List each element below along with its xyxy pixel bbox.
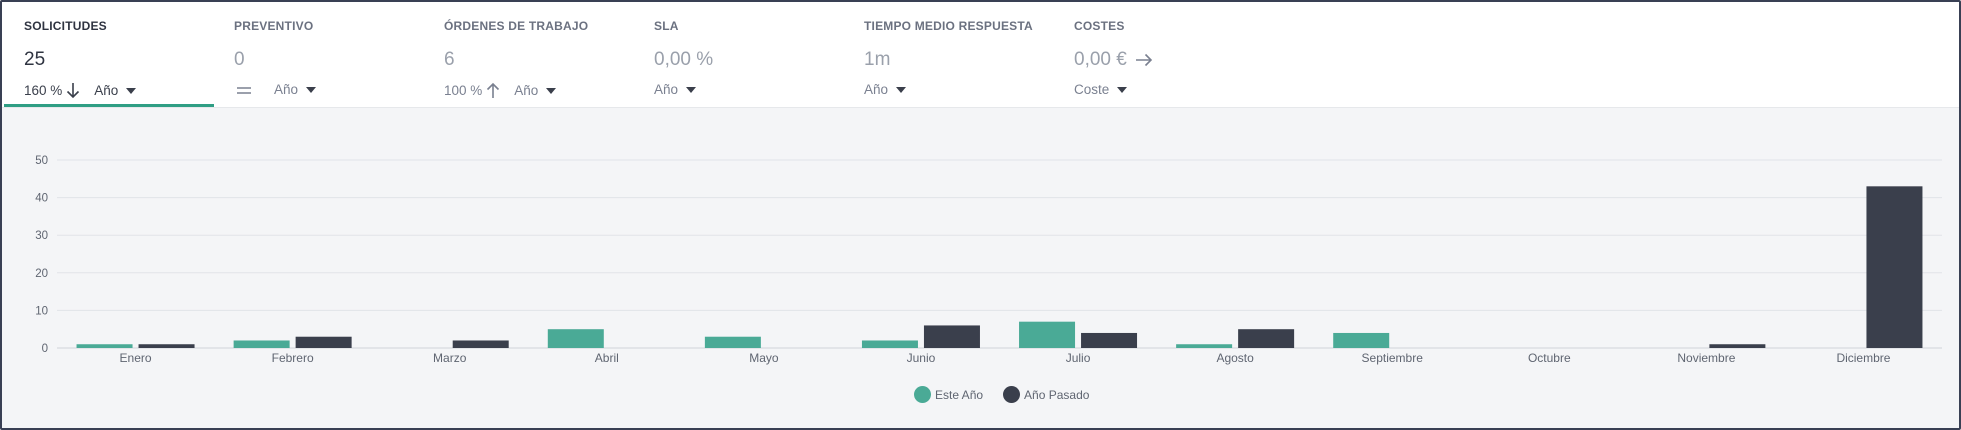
- x-tick-label: Febrero: [272, 351, 314, 365]
- bar-this-year: [1333, 332, 1390, 348]
- kpi-title: SLA: [654, 19, 679, 33]
- arrow-up-icon: [487, 82, 500, 98]
- chart-area: 0 10 20 30 40 50 Enero Febrero Marzo Abril Mayo Jun…: [2, 108, 1959, 428]
- period-dropdown[interactable]: Año: [864, 82, 907, 97]
- active-tab-indicator: [4, 104, 214, 107]
- kpi-tiempo-medio-respuesta[interactable]: TIEMPO MEDIO RESPUESTA 1m Año: [842, 2, 1052, 107]
- y-tick-label: 10: [35, 305, 48, 317]
- x-tick-label: Noviembre: [1677, 351, 1735, 365]
- x-tick-label: Agosto: [1216, 351, 1254, 365]
- x-tick-label: Septiembre: [1362, 351, 1424, 365]
- kpi-sla[interactable]: SLA 0,00 % Año: [632, 2, 842, 107]
- kpi-title: COSTES: [1074, 19, 1125, 33]
- y-tick-label: 0: [42, 343, 48, 355]
- kpi-value: 25: [24, 49, 46, 70]
- cost-label: Coste: [1074, 82, 1110, 97]
- kpi-solicitudes[interactable]: SOLICITUDES 25 160 % Año: [2, 2, 214, 107]
- x-tick-label: Marzo: [433, 351, 467, 365]
- legend-label: Este Año: [935, 387, 984, 402]
- y-tick-label: 20: [35, 268, 48, 280]
- x-tick-label: Diciembre: [1836, 351, 1890, 365]
- y-tick-label: 30: [35, 230, 48, 242]
- y-tick-label: 40: [35, 193, 48, 205]
- caret-down-icon: [896, 86, 907, 93]
- legend-item-last-year[interactable]: Año Pasado: [1003, 386, 1089, 403]
- x-tick-label: Mayo: [749, 351, 779, 365]
- kpi-title: TIEMPO MEDIO RESPUESTA: [864, 19, 1033, 33]
- arrow-right-icon[interactable]: [1135, 53, 1153, 67]
- caret-down-icon: [126, 87, 137, 94]
- bar-last-year: [1709, 344, 1766, 348]
- period-label: Año: [864, 82, 889, 97]
- period-dropdown[interactable]: Año: [654, 82, 697, 97]
- x-tick-label: Octubre: [1528, 351, 1571, 365]
- period-label: Año: [274, 82, 299, 97]
- caret-down-icon: [686, 86, 697, 93]
- kpi-costes[interactable]: COSTES 0,00 € Coste: [1052, 2, 1262, 107]
- cost-dropdown[interactable]: Coste: [1074, 82, 1128, 97]
- bar-this-year: [1176, 344, 1233, 348]
- kpi-bar: SOLICITUDES 25 160 % Año PREVENTIVO 0: [2, 2, 1959, 108]
- bar-last-year: [1081, 332, 1138, 348]
- legend-label: Año Pasado: [1024, 387, 1090, 402]
- x-tick-label: Julio: [1066, 351, 1091, 365]
- equal-icon: [237, 86, 251, 94]
- bar-this-year: [1019, 321, 1076, 348]
- bar-last-year: [1238, 329, 1295, 348]
- period-dropdown[interactable]: Año: [514, 83, 557, 98]
- arrow-down-icon: [67, 83, 80, 99]
- chart-legend: Este Año Año Pasado: [914, 386, 1109, 403]
- kpi-preventivo[interactable]: PREVENTIVO 0 Año: [212, 2, 422, 107]
- x-tick-label: Enero: [120, 351, 152, 365]
- bar-last-year: [295, 336, 352, 348]
- bar-this-year: [704, 336, 761, 348]
- bar-last-year: [923, 325, 980, 348]
- bar-this-year: [76, 344, 133, 348]
- legend-item-this-year[interactable]: Este Año: [914, 386, 983, 403]
- legend-dot: [914, 386, 931, 403]
- bar-last-year: [138, 344, 195, 348]
- caret-down-icon: [306, 86, 317, 93]
- period-label: Año: [94, 83, 119, 98]
- bar-this-year: [233, 340, 290, 348]
- bar-this-year: [547, 329, 604, 348]
- caret-down-icon: [546, 87, 557, 94]
- legend-dot: [1003, 386, 1021, 403]
- x-tick-label: Abril: [595, 351, 619, 365]
- bar-last-year: [1866, 186, 1923, 348]
- bar-chart: 0 10 20 30 40 50 Enero Febrero Marzo Abril Mayo Jun…: [35, 155, 1942, 365]
- kpi-value: 0,00 €: [1074, 49, 1127, 70]
- kpi-value: 0,00 %: [654, 49, 714, 70]
- period-label: Año: [654, 82, 679, 97]
- y-tick-label: 50: [35, 155, 48, 167]
- kpi-title: ÓRDENES DE TRABAJO: [444, 19, 589, 33]
- period-dropdown[interactable]: Año: [274, 82, 317, 97]
- kpi-value: 1m: [864, 49, 891, 70]
- kpi-percent: 100 %: [444, 83, 483, 98]
- caret-down-icon: [1117, 86, 1128, 93]
- period-label: Año: [514, 83, 539, 98]
- kpi-value: 0: [234, 49, 245, 70]
- bar-this-year: [861, 340, 918, 348]
- kpi-value: 6: [444, 49, 455, 70]
- bar-last-year: [452, 340, 509, 348]
- kpi-ordenes-de-trabajo[interactable]: ÓRDENES DE TRABAJO 6 100 % Año: [422, 2, 632, 107]
- kpi-percent: 160 %: [24, 83, 63, 98]
- kpi-title: PREVENTIVO: [234, 19, 314, 33]
- x-tick-label: Junio: [907, 351, 936, 365]
- period-dropdown[interactable]: Año: [94, 83, 137, 98]
- kpi-title: SOLICITUDES: [24, 19, 107, 33]
